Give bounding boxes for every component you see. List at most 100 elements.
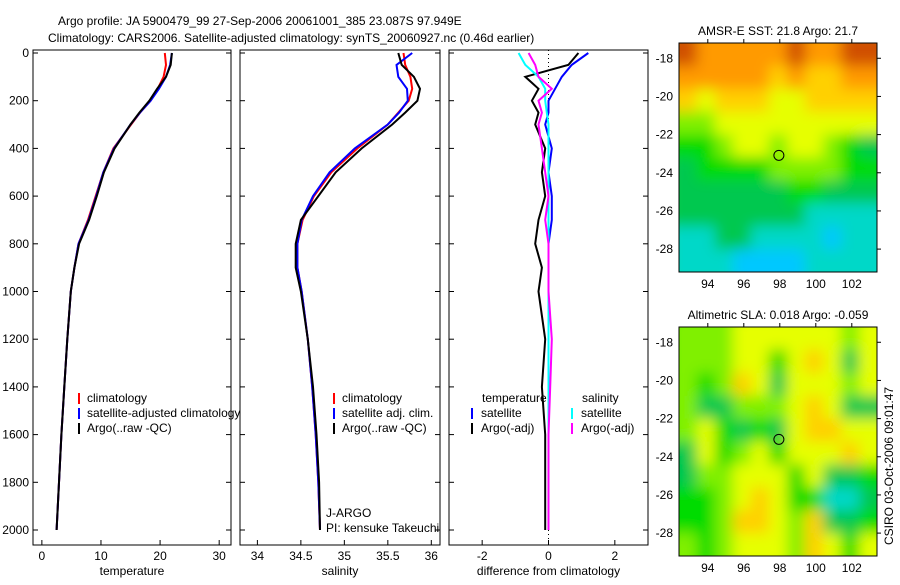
heatmap-cell	[841, 418, 860, 443]
x-tick-label: 96	[737, 277, 751, 291]
heatmap-cell	[715, 134, 734, 159]
heatmap-cell	[715, 111, 734, 136]
heatmap-cell	[751, 157, 770, 182]
heatmap-cell	[697, 88, 716, 113]
title-line-2: Climatology: CARS2006. Satellite-adjuste…	[48, 31, 534, 45]
heatmap-cell	[787, 88, 806, 113]
heatmap-cell	[787, 249, 806, 272]
heatmap-cell	[769, 418, 788, 443]
heatmap-cell	[733, 88, 752, 113]
heatmap-cell	[805, 111, 824, 136]
heatmap-cell	[751, 65, 770, 90]
heatmap-cell	[805, 88, 824, 113]
heatmap-cell	[715, 510, 734, 535]
heatmap-cell	[679, 43, 698, 67]
heatmap-cell	[679, 157, 698, 182]
heatmap-cell	[769, 349, 788, 374]
heatmap-cell	[841, 43, 860, 67]
annotation: PI: kensuke Takeuchi	[326, 521, 439, 535]
heatmap-cell	[769, 533, 788, 556]
heatmap-cell	[733, 441, 752, 466]
heatmap-cell	[733, 372, 752, 397]
heatmap-cell	[787, 157, 806, 182]
y-tick-label: -22	[656, 412, 674, 426]
heatmap-cell	[787, 203, 806, 228]
heatmap-cell	[787, 180, 806, 205]
heatmap-cell	[715, 372, 734, 397]
heatmap-cell	[733, 65, 752, 90]
heatmap-cell	[715, 418, 734, 443]
heatmap-cell	[787, 226, 806, 251]
heatmap-cell	[859, 418, 877, 443]
heatmap-cell	[751, 180, 770, 205]
x-axis-label: difference from climatology	[477, 564, 620, 578]
heatmap-cell	[805, 180, 824, 205]
heatmap-cell	[769, 111, 788, 136]
heatmap-cell	[859, 134, 877, 159]
title-line-1: Argo profile: JA 5900479_99 27-Sep-2006 …	[58, 14, 462, 28]
heatmap-cell	[769, 464, 788, 489]
heatmap-cell	[697, 43, 716, 67]
heatmap-cell	[859, 487, 877, 512]
x-tick-label: 35	[338, 549, 352, 563]
salinity-panel: 34 34.5 35 35.5 36 salinity climatologysatelli…	[239, 49, 441, 578]
heatmap-cell	[769, 203, 788, 228]
heatmap-cell	[715, 157, 734, 182]
heatmap-cell	[859, 464, 877, 489]
heatmap-cell	[751, 349, 770, 374]
heatmap-cell	[679, 349, 698, 374]
heatmap-cells	[679, 43, 877, 272]
heatmap-cell	[805, 533, 824, 556]
x-tick-label: 10	[94, 549, 108, 563]
heatmap-cell	[841, 349, 860, 374]
heatmap-cell	[769, 88, 788, 113]
x-tick-label: 2	[611, 549, 618, 563]
heatmap-cell	[841, 88, 860, 113]
heatmap-cell	[859, 43, 877, 67]
heatmap-cell	[751, 43, 770, 67]
x-tick-label: 102	[842, 277, 862, 291]
axes-box	[32, 49, 232, 546]
heatmap-cell	[823, 464, 842, 489]
y-tick-label: 400	[9, 141, 29, 155]
y-tick-label: 0	[22, 46, 29, 60]
sst-map: AMSR-E SST: 21.8 Argo: 21.7 94 96 98 100 102 -…	[656, 24, 881, 291]
heatmap-cell	[715, 249, 734, 272]
heatmap-cell	[733, 180, 752, 205]
legend-label: climatology	[342, 391, 402, 405]
heatmap-cell	[841, 226, 860, 251]
heatmap-cell	[841, 327, 860, 351]
heatmap-cell	[841, 203, 860, 228]
heatmap-cell	[751, 88, 770, 113]
heatmap-cell	[805, 418, 824, 443]
heatmap-cell	[697, 180, 716, 205]
heatmap-cell	[697, 65, 716, 90]
heatmap-cell	[841, 180, 860, 205]
heatmap-cells	[679, 327, 877, 556]
annotation: J-ARGO	[326, 506, 371, 520]
heatmap-cell	[841, 533, 860, 556]
heatmap-cell	[805, 157, 824, 182]
heatmap-cell	[823, 487, 842, 512]
heatmap-blur	[679, 327, 877, 556]
heatmap-cell	[733, 226, 752, 251]
y-tick-label: -18	[656, 335, 674, 349]
heatmap-cell	[679, 226, 698, 251]
heatmap-cell	[679, 88, 698, 113]
heatmap-cell	[805, 226, 824, 251]
heatmap-cell	[841, 464, 860, 489]
series-line-argo-raw-qc-	[55, 52, 173, 531]
legend-label: Argo(-adj)	[581, 421, 634, 435]
heatmap-cell	[859, 65, 877, 90]
heatmap-cell	[715, 88, 734, 113]
heatmap-cell	[769, 43, 788, 67]
sla-map: Altimetric SLA: 0.018 Argo: -0.059 94 96 98…	[656, 308, 881, 575]
heatmap-cell	[823, 249, 842, 272]
heatmap-cell	[769, 226, 788, 251]
heatmap-cell	[823, 203, 842, 228]
heatmap-cell	[751, 418, 770, 443]
legend-header: salinity	[582, 391, 619, 405]
y-tick-label: -24	[656, 450, 674, 464]
heatmap-cell	[697, 249, 716, 272]
